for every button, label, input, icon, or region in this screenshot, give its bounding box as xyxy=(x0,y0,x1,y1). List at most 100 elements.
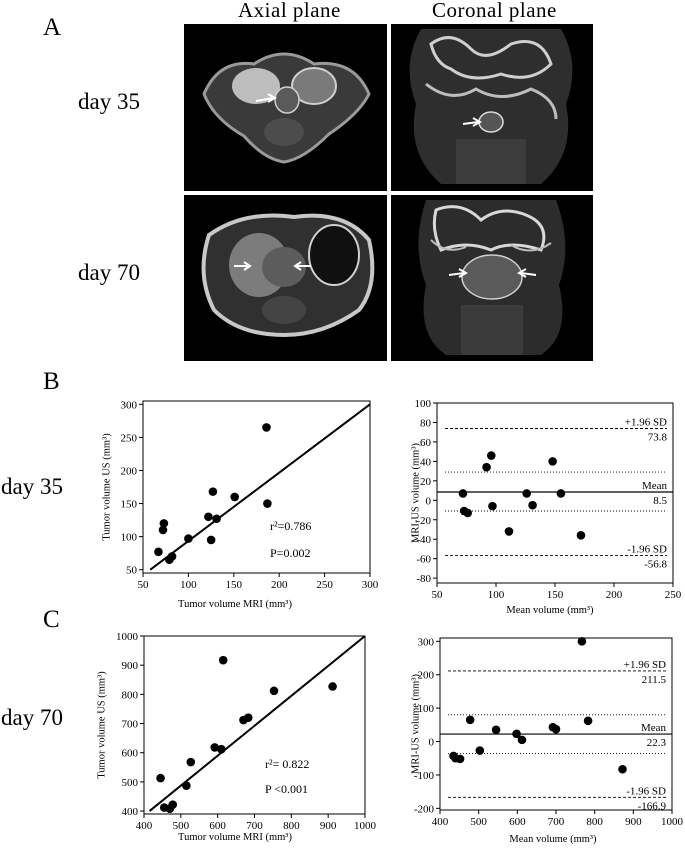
regression-line xyxy=(148,635,366,812)
stat-annotation: r²=0.786 xyxy=(270,519,311,533)
y-tick-label: 150 xyxy=(121,499,138,511)
data-point xyxy=(583,716,593,726)
b-regression-chart: 50 100 150 200 250 300 50 100 150 200 250 300 Tumor … xyxy=(102,399,379,610)
data-point xyxy=(218,655,228,665)
y-tick-label: 20 xyxy=(420,476,432,488)
panel-letter-a: A xyxy=(43,14,62,41)
x-axis-label: Mean volume (mm³) xyxy=(506,605,594,616)
row-label-b-day35: day 35 xyxy=(1,474,63,499)
y-tick-label: 0 xyxy=(429,737,435,749)
data-point xyxy=(576,531,586,540)
reference-line-label: +1.96 SD xyxy=(624,659,666,671)
x-tick-label: 100 xyxy=(180,579,197,591)
data-point xyxy=(184,534,193,543)
x-tick-label: 250 xyxy=(665,589,682,601)
data-point xyxy=(262,423,271,432)
x-tick-label: 250 xyxy=(316,579,333,591)
data-point xyxy=(182,781,191,790)
regression-line xyxy=(149,403,371,571)
y-tick-label: 300 xyxy=(418,636,435,648)
y-tick-label: -40 xyxy=(416,534,431,546)
y-axis-label: MRI-US volume (mm³) xyxy=(411,443,422,543)
data-point xyxy=(491,725,501,735)
data-point xyxy=(522,489,531,498)
reference-line-value: 22.3 xyxy=(647,737,667,749)
data-point xyxy=(167,552,177,561)
y-tick-label: -200 xyxy=(414,803,435,815)
stat-annotation: P <0.001 xyxy=(265,782,308,796)
x-tick-label: 500 xyxy=(470,816,487,828)
data-point xyxy=(504,527,514,536)
data-point xyxy=(488,501,497,511)
y-tick-label: 100 xyxy=(415,398,432,410)
y-tick-label: 200 xyxy=(121,465,138,477)
axial-plane-heading: Axial plane xyxy=(238,0,341,22)
row-label-day70: day 70 xyxy=(78,260,140,285)
x-tick-label: 500 xyxy=(173,820,190,832)
x-tick-label: 900 xyxy=(320,820,337,832)
data-point xyxy=(206,535,216,545)
data-point xyxy=(463,508,472,518)
reference-line-label: -1.96 SD xyxy=(627,544,667,556)
reference-line-value: -166.9 xyxy=(638,800,667,812)
x-tick-label: 800 xyxy=(283,820,300,832)
panel-letter-c: C xyxy=(43,606,60,633)
y-tick-label: 40 xyxy=(420,456,432,468)
y-tick-label: 500 xyxy=(122,777,139,789)
x-tick-label: 600 xyxy=(209,820,226,832)
data-point xyxy=(186,757,196,767)
data-point xyxy=(475,746,485,755)
y-tick-label: 800 xyxy=(122,689,139,701)
x-tick-label: 1000 xyxy=(354,820,377,832)
x-tick-label: 50 xyxy=(138,579,150,591)
c-regression-chart: 400 500 600 700 800 900 1000 400 500 600 700 800 900… xyxy=(97,631,377,843)
y-tick-label: 600 xyxy=(122,748,139,760)
y-tick-label: 50 xyxy=(126,565,138,577)
y-tick-label: 400 xyxy=(122,806,139,818)
reference-line-label: Mean xyxy=(641,722,667,734)
data-point xyxy=(486,451,496,460)
y-tick-label: -100 xyxy=(414,770,435,782)
reference-line-label: Mean xyxy=(642,480,668,492)
data-point xyxy=(269,686,279,696)
b-bland-altman-chart: 50 100 150 200 250-80-60-40-20020406080100Me… xyxy=(411,398,682,616)
data-point xyxy=(482,462,491,472)
x-tick-label: 200 xyxy=(271,579,288,591)
reference-line-label: -1.96 SD xyxy=(626,785,666,797)
x-tick-label: 150 xyxy=(226,579,243,591)
data-point xyxy=(517,735,527,745)
x-tick-label: 150 xyxy=(547,589,564,601)
data-point xyxy=(159,519,169,528)
y-tick-label: 60 xyxy=(420,437,432,449)
reference-line-value: 8.5 xyxy=(653,495,667,507)
data-point xyxy=(210,743,220,752)
data-point xyxy=(328,682,337,691)
x-tick-label: 200 xyxy=(606,589,623,601)
y-tick-label: 100 xyxy=(121,532,138,544)
y-tick-label: 250 xyxy=(121,432,138,444)
mri-coronal-day35-image xyxy=(391,24,593,191)
c-bland-altman-chart: 400 500 600 700 800 900 1000 -200 -100 0 100 200 300… xyxy=(411,636,684,845)
data-point xyxy=(548,457,557,466)
data-point xyxy=(168,800,178,809)
stat-annotation: r²= 0.822 xyxy=(265,757,309,771)
coronal-plane-heading: Coronal plane xyxy=(432,0,557,22)
x-tick-label: 1000 xyxy=(661,816,684,828)
data-point xyxy=(618,764,627,774)
y-axis-label: Tumor volume US (mm³) xyxy=(102,433,113,541)
data-point xyxy=(158,525,168,535)
x-tick-label: 800 xyxy=(586,816,603,828)
data-point xyxy=(556,489,566,498)
data-point xyxy=(154,547,163,557)
x-tick-label: 900 xyxy=(625,816,642,828)
x-axis-label: Tumor volume MRI (mm³) xyxy=(178,599,292,610)
data-point xyxy=(208,487,218,496)
x-axis-label: Mean volume (mm³) xyxy=(509,834,597,845)
data-point xyxy=(204,512,213,522)
data-point xyxy=(465,715,475,725)
data-point xyxy=(217,744,226,754)
y-tick-label: 200 xyxy=(418,670,435,682)
y-tick-label: 1000 xyxy=(116,631,139,643)
mri-axial-day70-image xyxy=(184,195,387,361)
x-tick-label: 400 xyxy=(136,820,153,832)
